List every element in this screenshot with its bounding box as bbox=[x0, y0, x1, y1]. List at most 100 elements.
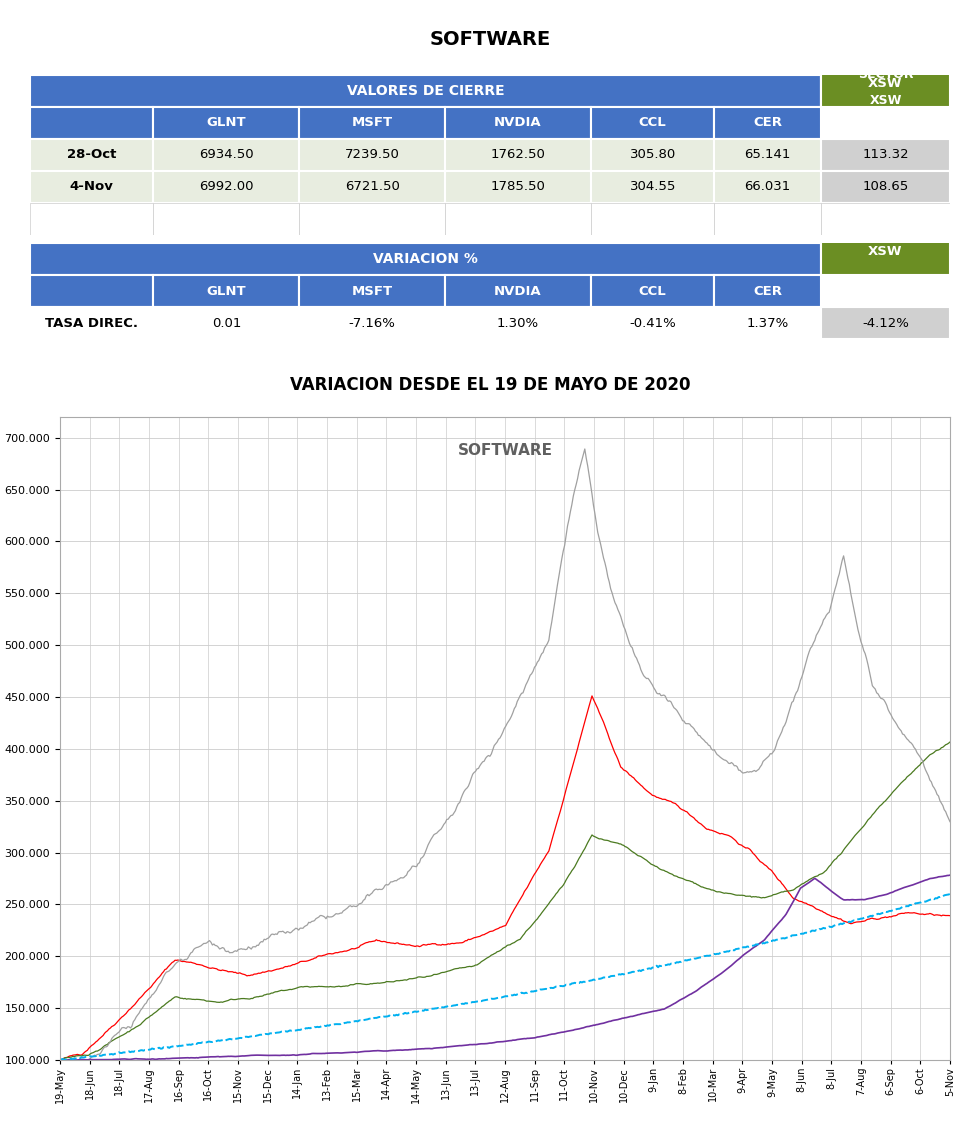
Text: 1.37%: 1.37% bbox=[747, 316, 789, 330]
NVDIA bbox=[579, 443, 591, 456]
Bar bbox=[821, 307, 950, 339]
Bar bbox=[299, 139, 445, 170]
Text: XSW: XSW bbox=[869, 94, 902, 107]
CCL bbox=[802, 876, 813, 890]
CER bbox=[696, 951, 708, 964]
GLNT bbox=[747, 847, 759, 860]
GLNT bbox=[586, 689, 598, 702]
Text: 28-Oct: 28-Oct bbox=[67, 149, 117, 161]
CCL bbox=[921, 873, 933, 886]
CER bbox=[921, 894, 933, 908]
Bar bbox=[445, 107, 591, 139]
Bar bbox=[714, 107, 821, 139]
GLNT bbox=[180, 955, 192, 969]
Text: VARIACION DESDE EL 19 DE MAYO DE 2020: VARIACION DESDE EL 19 DE MAYO DE 2020 bbox=[290, 376, 690, 394]
Bar bbox=[30, 139, 154, 170]
Bar bbox=[591, 107, 714, 139]
NVDIA bbox=[182, 952, 194, 965]
Bar bbox=[30, 107, 154, 139]
MSFT bbox=[802, 874, 813, 887]
CER bbox=[383, 1009, 395, 1023]
Bar bbox=[30, 243, 821, 275]
Text: GLNT: GLNT bbox=[207, 116, 246, 130]
CER bbox=[944, 887, 956, 901]
MSFT bbox=[54, 1053, 66, 1067]
Bar bbox=[821, 43, 950, 107]
GLNT bbox=[697, 819, 709, 832]
Text: -0.41%: -0.41% bbox=[629, 316, 676, 330]
Text: 1762.50: 1762.50 bbox=[491, 149, 546, 161]
GLNT bbox=[804, 898, 815, 911]
Text: 113.32: 113.32 bbox=[862, 149, 908, 161]
Bar bbox=[714, 275, 821, 307]
Text: 0.01: 0.01 bbox=[212, 316, 241, 330]
CCL bbox=[944, 868, 956, 882]
Bar bbox=[821, 139, 950, 170]
NVDIA bbox=[749, 763, 760, 777]
Text: CER: CER bbox=[754, 285, 782, 298]
NVDIA bbox=[72, 1058, 83, 1071]
Text: GLNT: GLNT bbox=[207, 285, 246, 298]
Bar bbox=[591, 139, 714, 170]
CER bbox=[746, 939, 758, 953]
Text: 108.65: 108.65 bbox=[862, 181, 908, 193]
Text: SECTOR: SECTOR bbox=[858, 69, 913, 81]
Bar bbox=[445, 307, 591, 339]
Bar bbox=[154, 170, 299, 203]
Bar bbox=[591, 275, 714, 307]
MSFT bbox=[180, 992, 192, 1006]
Text: NVDIA: NVDIA bbox=[494, 285, 542, 298]
Bar bbox=[299, 107, 445, 139]
CER bbox=[180, 1038, 192, 1051]
Text: 305.80: 305.80 bbox=[629, 149, 676, 161]
Text: 7239.50: 7239.50 bbox=[345, 149, 400, 161]
Bar bbox=[445, 139, 591, 170]
Text: 1.30%: 1.30% bbox=[497, 316, 539, 330]
Text: MSFT: MSFT bbox=[352, 285, 393, 298]
Bar bbox=[30, 275, 154, 307]
CCL bbox=[383, 1044, 395, 1058]
Text: SECTOR
XSW: SECTOR XSW bbox=[856, 60, 915, 90]
Line: MSFT: MSFT bbox=[60, 742, 950, 1060]
Bar bbox=[299, 203, 445, 235]
Text: 4-Nov: 4-Nov bbox=[70, 181, 114, 193]
NVDIA bbox=[385, 875, 397, 889]
Text: 66.031: 66.031 bbox=[745, 181, 791, 193]
Bar bbox=[30, 203, 154, 235]
Bar bbox=[591, 307, 714, 339]
MSFT bbox=[383, 975, 395, 989]
GLNT bbox=[54, 1053, 66, 1067]
Bar bbox=[154, 139, 299, 170]
Line: GLNT: GLNT bbox=[60, 695, 950, 1060]
Bar bbox=[154, 203, 299, 235]
Line: CCL: CCL bbox=[60, 875, 950, 1060]
Text: 65.141: 65.141 bbox=[745, 149, 791, 161]
CER bbox=[802, 926, 813, 939]
Text: CCL: CCL bbox=[639, 285, 666, 298]
Bar bbox=[821, 203, 950, 235]
Text: -4.12%: -4.12% bbox=[862, 316, 908, 330]
Bar bbox=[445, 170, 591, 203]
Bar bbox=[299, 275, 445, 307]
NVDIA bbox=[944, 815, 956, 829]
CER bbox=[54, 1053, 66, 1067]
Text: 1785.50: 1785.50 bbox=[491, 181, 546, 193]
NVDIA bbox=[699, 734, 710, 747]
Bar bbox=[299, 170, 445, 203]
MSFT bbox=[696, 881, 708, 894]
Bar bbox=[591, 170, 714, 203]
Bar bbox=[445, 203, 591, 235]
Text: VARIACION %: VARIACION % bbox=[373, 252, 478, 266]
Text: 6934.50: 6934.50 bbox=[199, 149, 254, 161]
Text: CCL: CCL bbox=[639, 116, 666, 130]
Bar bbox=[714, 307, 821, 339]
Text: CER: CER bbox=[754, 116, 782, 130]
Text: TASA DIREC.: TASA DIREC. bbox=[45, 316, 138, 330]
Bar bbox=[299, 307, 445, 339]
Text: 6992.00: 6992.00 bbox=[199, 181, 254, 193]
CCL bbox=[180, 1051, 192, 1065]
NVDIA bbox=[805, 641, 816, 655]
Bar bbox=[30, 307, 154, 339]
Text: 6721.50: 6721.50 bbox=[345, 181, 400, 193]
MSFT bbox=[944, 735, 956, 749]
